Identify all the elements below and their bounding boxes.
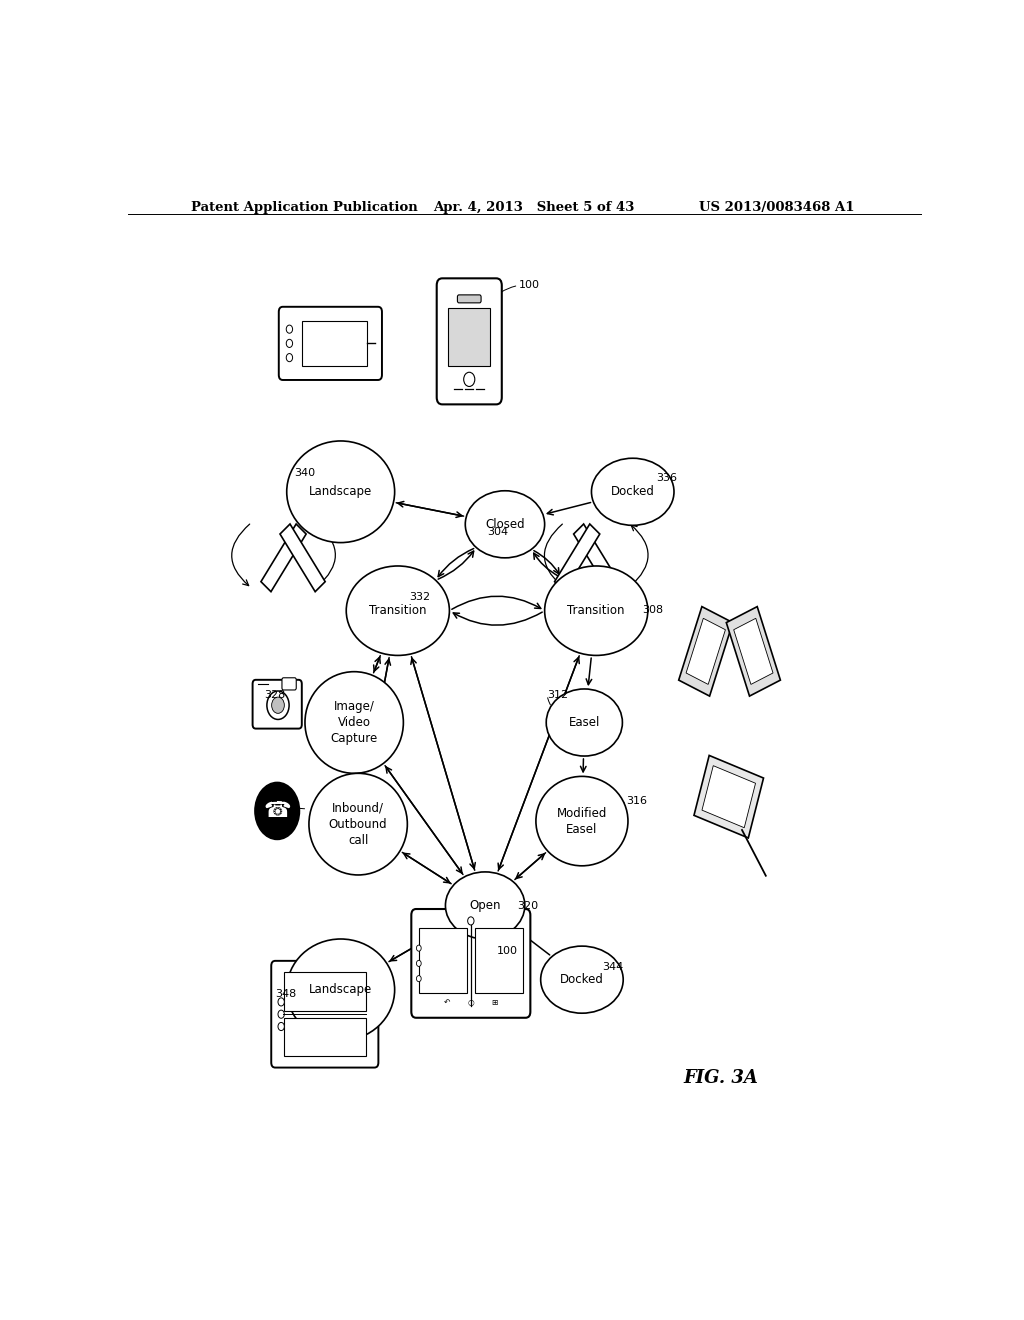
Text: Open: Open <box>469 899 501 912</box>
Ellipse shape <box>465 491 545 558</box>
Ellipse shape <box>287 939 394 1040</box>
Bar <box>302 321 367 366</box>
Polygon shape <box>694 755 764 838</box>
Text: ☎: ☎ <box>263 801 291 821</box>
Circle shape <box>278 998 285 1006</box>
Circle shape <box>278 1023 285 1031</box>
Text: 344: 344 <box>602 962 624 973</box>
Polygon shape <box>573 524 618 591</box>
Polygon shape <box>555 524 600 591</box>
Polygon shape <box>702 766 756 828</box>
Bar <box>449 308 490 366</box>
Text: Inbound/
Outbound
call: Inbound/ Outbound call <box>329 801 387 846</box>
Text: 324: 324 <box>264 793 286 804</box>
Circle shape <box>278 1010 285 1018</box>
Text: 348: 348 <box>275 989 297 999</box>
Circle shape <box>287 354 293 362</box>
FancyBboxPatch shape <box>279 306 382 380</box>
Text: 328: 328 <box>264 690 286 700</box>
Circle shape <box>468 917 474 925</box>
Text: 336: 336 <box>655 473 677 483</box>
Polygon shape <box>686 618 725 684</box>
Text: 340: 340 <box>295 469 315 478</box>
Ellipse shape <box>546 689 623 756</box>
Text: Modified
Easel: Modified Easel <box>557 807 607 836</box>
Circle shape <box>267 690 289 719</box>
Ellipse shape <box>287 441 394 543</box>
Ellipse shape <box>445 873 524 939</box>
Ellipse shape <box>536 776 628 866</box>
Text: Docked: Docked <box>610 486 654 498</box>
Ellipse shape <box>592 458 674 525</box>
Circle shape <box>464 372 475 387</box>
Circle shape <box>417 961 421 966</box>
Text: Image/
Video
Capture: Image/ Video Capture <box>331 700 378 744</box>
FancyBboxPatch shape <box>412 909 530 1018</box>
Polygon shape <box>280 524 326 591</box>
Polygon shape <box>261 524 306 591</box>
Text: Transition: Transition <box>369 605 427 618</box>
Circle shape <box>287 325 293 333</box>
Text: Apr. 4, 2013   Sheet 5 of 43: Apr. 4, 2013 Sheet 5 of 43 <box>433 201 635 214</box>
Ellipse shape <box>541 946 624 1014</box>
Text: 100: 100 <box>518 280 540 290</box>
Text: US 2013/0083468 A1: US 2013/0083468 A1 <box>699 201 855 214</box>
Text: 308: 308 <box>642 605 664 615</box>
Text: ⊞: ⊞ <box>492 998 498 1007</box>
Bar <box>284 1018 366 1056</box>
Text: FIG. 3A: FIG. 3A <box>684 1069 759 1088</box>
Ellipse shape <box>346 566 450 656</box>
Text: 320: 320 <box>517 902 538 912</box>
FancyBboxPatch shape <box>458 294 481 302</box>
Text: Docked: Docked <box>560 973 604 986</box>
Circle shape <box>287 339 293 347</box>
Circle shape <box>271 697 285 713</box>
FancyBboxPatch shape <box>436 279 502 404</box>
Ellipse shape <box>309 774 408 875</box>
FancyBboxPatch shape <box>282 677 296 690</box>
Text: ○: ○ <box>468 998 474 1007</box>
Bar <box>284 973 366 1011</box>
Text: Patent Application Publication: Patent Application Publication <box>191 201 418 214</box>
Text: ↶: ↶ <box>443 998 451 1007</box>
Bar <box>475 928 522 993</box>
FancyBboxPatch shape <box>253 680 302 729</box>
Text: 100: 100 <box>497 946 518 956</box>
Polygon shape <box>726 607 780 696</box>
Text: Easel: Easel <box>568 715 600 729</box>
FancyBboxPatch shape <box>271 961 379 1068</box>
Circle shape <box>417 945 421 952</box>
Polygon shape <box>734 618 773 684</box>
Circle shape <box>417 975 421 982</box>
Polygon shape <box>679 607 733 696</box>
Text: 332: 332 <box>409 593 430 602</box>
Text: Landscape: Landscape <box>309 983 373 997</box>
Ellipse shape <box>305 672 403 774</box>
Ellipse shape <box>545 566 648 656</box>
Text: 316: 316 <box>627 796 647 805</box>
Text: 312: 312 <box>547 690 568 700</box>
Text: Closed: Closed <box>485 517 524 531</box>
Text: Transition: Transition <box>567 605 625 618</box>
Bar <box>419 928 467 993</box>
Circle shape <box>255 783 299 840</box>
Text: Landscape: Landscape <box>309 486 373 498</box>
Text: 304: 304 <box>486 528 508 537</box>
